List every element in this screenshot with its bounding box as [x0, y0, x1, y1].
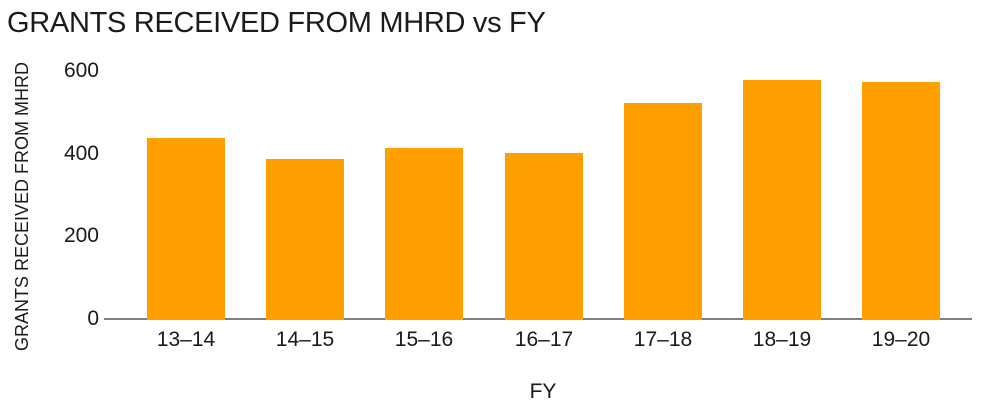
chart-title: GRANTS RECEIVED FROM MHRD vs FY: [7, 7, 546, 39]
x-tick-label: 17–18: [633, 328, 693, 351]
x-tick-label: 18–19: [752, 328, 812, 351]
x-tick-label: 14–15: [275, 328, 335, 351]
y-tick-label: 600: [63, 59, 99, 82]
y-tick-label: 400: [63, 142, 99, 165]
y-tick-label: 200: [63, 224, 99, 247]
y-tick-label: 0: [87, 307, 99, 330]
x-tick-label: 15–16: [394, 328, 454, 351]
bar-17-18: [624, 103, 702, 320]
x-tick-label: 19–20: [871, 328, 931, 351]
bar-14-15: [266, 159, 344, 320]
x-tick-label: 16–17: [514, 328, 574, 351]
bar-16-17: [505, 153, 583, 320]
x-axis-title: FY: [529, 380, 557, 403]
x-tick-label: 13–14: [156, 328, 216, 351]
bar-15-16: [385, 148, 463, 320]
bar-19-20: [862, 82, 940, 320]
bar-18-19: [743, 80, 821, 320]
bar-13-14: [147, 138, 225, 320]
